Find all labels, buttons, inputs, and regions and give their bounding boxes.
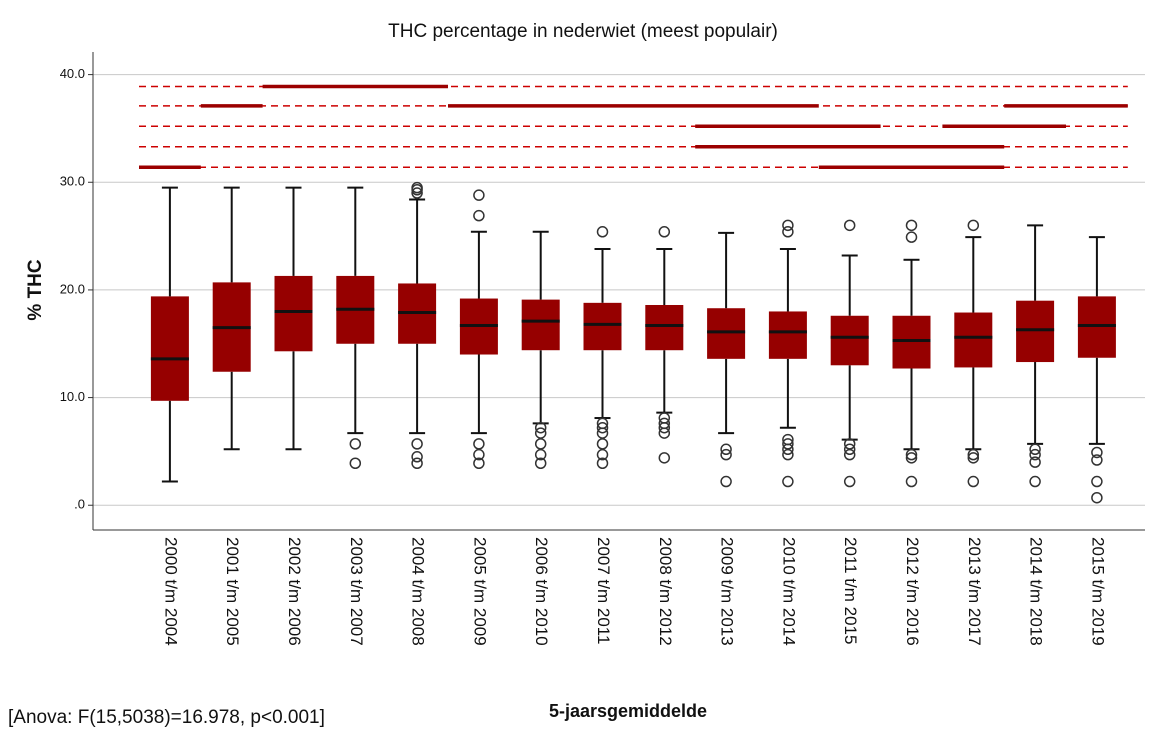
x-tick-label: 2003 t/m 2007 xyxy=(347,537,366,646)
x-tick-label: 2000 t/m 2004 xyxy=(161,537,180,646)
outlier xyxy=(596,226,609,238)
x-tick-label: 2008 t/m 2012 xyxy=(656,537,675,646)
box xyxy=(1077,296,1116,358)
outlier xyxy=(658,427,671,439)
box xyxy=(954,312,993,368)
outlier xyxy=(843,438,856,450)
outlier xyxy=(596,421,609,434)
x-tick-label: 2015 t/m 2019 xyxy=(1088,537,1107,646)
outlier xyxy=(905,475,918,488)
y-tick-label: 30.0 xyxy=(60,174,85,189)
outlier xyxy=(782,448,794,461)
outlier xyxy=(349,457,362,470)
outlier xyxy=(658,452,671,464)
box xyxy=(150,296,189,401)
outlier xyxy=(473,457,485,470)
box xyxy=(274,275,313,352)
box xyxy=(645,304,684,351)
outlier xyxy=(534,427,547,439)
outlier xyxy=(1091,446,1103,459)
outlier xyxy=(473,438,485,450)
outlier xyxy=(967,452,980,464)
outlier xyxy=(843,219,856,232)
x-tick-label: 2012 t/m 2016 xyxy=(903,537,922,646)
outlier xyxy=(534,457,547,470)
outlier xyxy=(905,452,918,464)
outlier xyxy=(411,438,423,450)
outlier xyxy=(782,226,794,238)
box xyxy=(892,315,931,369)
outlier xyxy=(1029,475,1041,488)
y-axis-label: % THC xyxy=(25,259,46,321)
outlier xyxy=(473,209,485,222)
box xyxy=(707,308,746,359)
x-tick-label: 2013 t/m 2017 xyxy=(965,537,984,646)
outlier xyxy=(843,475,856,488)
outlier xyxy=(843,443,856,456)
y-tick-label: .0 xyxy=(74,497,85,512)
outlier xyxy=(843,448,856,461)
outlier xyxy=(596,438,609,450)
x-tick-label: 2007 t/m 2011 xyxy=(594,537,613,644)
x-tick-label: 2014 t/m 2018 xyxy=(1027,537,1046,646)
outlier xyxy=(411,187,423,199)
x-tick-label: 2001 t/m 2005 xyxy=(223,537,242,646)
outlier xyxy=(658,421,671,434)
x-tick-label: 2006 t/m 2010 xyxy=(532,537,551,646)
annotation: [Anova: F(15,5038)=16.978, p<0.001] xyxy=(8,707,325,728)
y-tick-label: 10.0 xyxy=(60,389,85,404)
x-tick-label: 2004 t/m 2008 xyxy=(409,537,428,646)
outlier xyxy=(967,219,980,232)
x-tick-label: 2009 t/m 2013 xyxy=(718,537,737,646)
outlier xyxy=(782,475,794,488)
box xyxy=(1016,300,1055,363)
outlier xyxy=(658,226,671,238)
outlier xyxy=(349,438,362,450)
outlier xyxy=(596,457,609,470)
outlier xyxy=(905,231,918,243)
y-tick-label: 20.0 xyxy=(60,281,85,296)
box xyxy=(768,311,807,359)
box xyxy=(521,299,560,351)
outlier xyxy=(1029,456,1041,468)
x-tick-label: 2011 t/m 2015 xyxy=(841,537,860,644)
outlier xyxy=(1091,454,1103,466)
outlier xyxy=(967,475,980,488)
x-tick-label: 2010 t/m 2014 xyxy=(779,537,798,646)
outlier xyxy=(1091,475,1103,488)
outlier xyxy=(967,448,980,461)
outlier xyxy=(473,448,485,461)
outlier xyxy=(473,189,485,201)
outlier xyxy=(596,448,609,461)
chart-title: THC percentage in nederwiet (meest popul… xyxy=(388,21,778,42)
outlier xyxy=(411,184,423,196)
outlier xyxy=(1091,491,1103,504)
outlier xyxy=(534,438,547,450)
outlier xyxy=(720,443,732,456)
outlier xyxy=(534,421,547,434)
outlier xyxy=(782,438,794,450)
y-tick-label: 40.0 xyxy=(60,66,85,81)
box xyxy=(583,302,622,351)
x-axis-label: 5-jaarsgemiddelde xyxy=(549,701,707,721)
outlier xyxy=(411,457,423,470)
outlier xyxy=(596,427,609,439)
outlier xyxy=(905,448,918,461)
outlier xyxy=(411,451,423,463)
outlier xyxy=(720,448,732,461)
outlier xyxy=(905,219,918,232)
x-tick-label: 2002 t/m 2006 xyxy=(285,537,304,646)
outlier xyxy=(534,448,547,461)
x-tick-label: 2005 t/m 2009 xyxy=(470,537,489,646)
outlier xyxy=(720,475,732,488)
outlier xyxy=(782,219,794,232)
outlier xyxy=(782,443,794,456)
box xyxy=(830,315,869,366)
outlier xyxy=(1029,448,1041,461)
outlier xyxy=(1029,443,1041,456)
